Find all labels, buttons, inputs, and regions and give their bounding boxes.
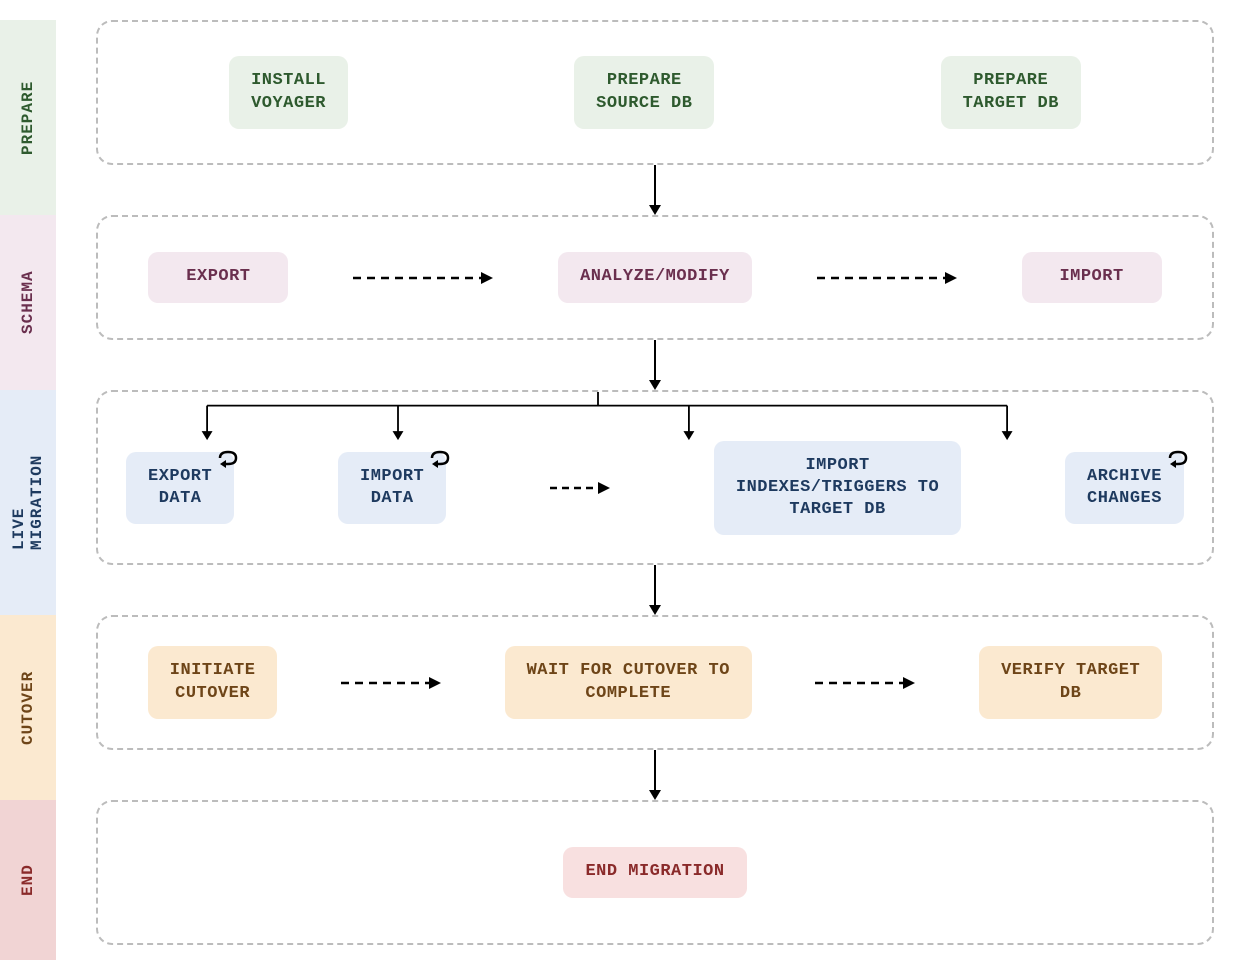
- step-initiate-cutover: INITIATE CUTOVER: [148, 646, 278, 718]
- phase-label-end: END: [0, 800, 56, 960]
- flow-main: INSTALL VOYAGER PREPARE SOURCE DB PREPAR…: [56, 20, 1214, 960]
- step-verify-target: VERIFY TARGET DB: [979, 646, 1162, 718]
- phase-box-cutover: INITIATE CUTOVER WAIT FOR CUTOVER TO COM…: [96, 615, 1214, 750]
- arrow-down-4: [96, 750, 1214, 800]
- step-install-voyager: INSTALL VOYAGER: [229, 56, 348, 128]
- dashed-arrow-cutover-1: [341, 673, 441, 693]
- loop-icon: [426, 448, 454, 472]
- phase-box-live-migration: EXPORT DATA IMPORT DATA IMPORT INDEXES/T…: [96, 390, 1214, 565]
- arrow-down-3: [96, 565, 1214, 615]
- phase-box-prepare: INSTALL VOYAGER PREPARE SOURCE DB PREPAR…: [96, 20, 1214, 165]
- phase-label-live-migration: LIVE MIGRATION: [0, 390, 56, 615]
- arrow-down-1: [96, 165, 1214, 215]
- diagram-container: PREPARE SCHEMA LIVE MIGRATION CUTOVER EN…: [0, 0, 1244, 980]
- step-wait-cutover: WAIT FOR CUTOVER TO COMPLETE: [505, 646, 752, 718]
- loop-icon: [1164, 448, 1192, 472]
- phase-box-end: END MIGRATION: [96, 800, 1214, 945]
- loop-icon: [214, 448, 242, 472]
- dashed-arrow-schema-2: [817, 268, 957, 288]
- step-analyze-modify: ANALYZE/MODIFY: [558, 252, 752, 302]
- step-export-data: EXPORT DATA: [126, 452, 234, 524]
- dashed-arrow-cutover-2: [815, 673, 915, 693]
- phase-sidebar: PREPARE SCHEMA LIVE MIGRATION CUTOVER EN…: [0, 20, 56, 960]
- phase-box-schema: EXPORT ANALYZE/MODIFY IMPORT: [96, 215, 1214, 340]
- phase-label-cutover: CUTOVER: [0, 615, 56, 800]
- step-import-schema: IMPORT: [1022, 252, 1162, 302]
- phase-label-prepare: PREPARE: [0, 20, 56, 215]
- arrow-down-2: [96, 340, 1214, 390]
- dashed-arrow-schema-1: [353, 268, 493, 288]
- step-export-schema: EXPORT: [148, 252, 288, 302]
- dashed-arrow-live-1: [550, 478, 610, 498]
- step-import-indexes: IMPORT INDEXES/TRIGGERS TO TARGET DB: [714, 441, 961, 535]
- step-prepare-target-db: PREPARE TARGET DB: [941, 56, 1081, 128]
- step-import-data: IMPORT DATA: [338, 452, 446, 524]
- step-archive-changes: ARCHIVE CHANGES: [1065, 452, 1184, 524]
- step-end-migration: END MIGRATION: [563, 847, 746, 897]
- phase-label-schema: SCHEMA: [0, 215, 56, 390]
- step-prepare-source-db: PREPARE SOURCE DB: [574, 56, 714, 128]
